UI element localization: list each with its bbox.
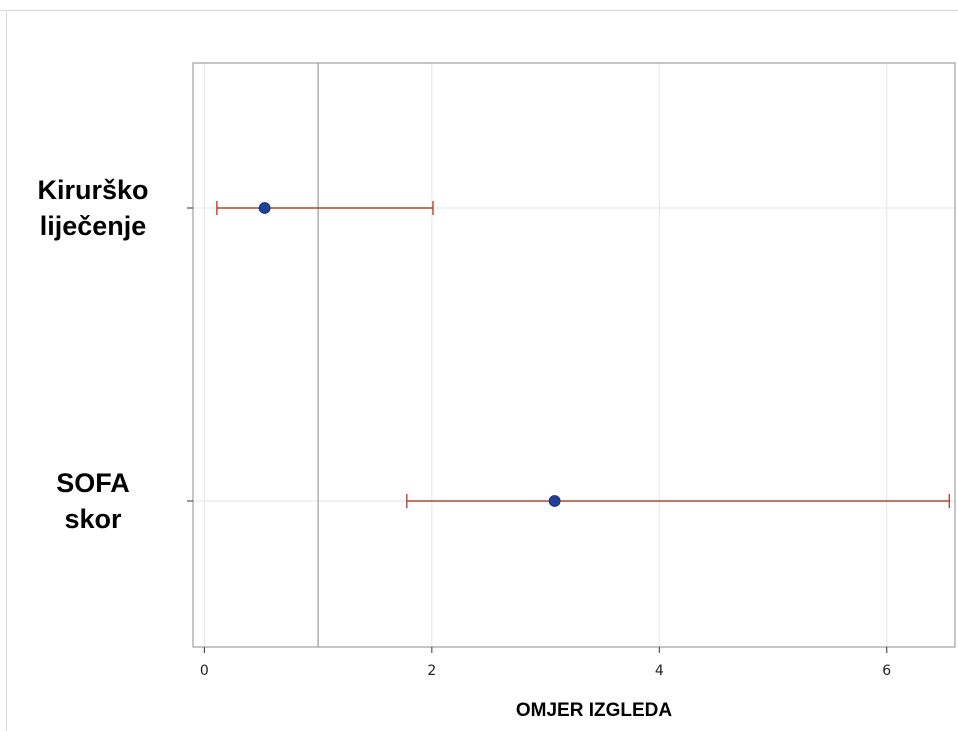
x-axis-title: OMJER IZGLEDA (516, 700, 673, 721)
plot-area-border (192, 62, 956, 648)
x-tick-label-1: 2 (427, 663, 436, 679)
category-label-1-line-0: SOFA (56, 468, 130, 498)
outer-frame-left (6, 10, 7, 731)
outer-frame-top (0, 10, 958, 11)
category-label-1-line-1: skor (64, 504, 122, 534)
x-tick-label-2: 4 (655, 663, 664, 679)
x-tick-label-0: 0 (200, 663, 209, 679)
x-tick-label-3: 6 (882, 663, 891, 679)
estimate-point-1 (548, 495, 561, 507)
category-label-0-line-1: liječenje (40, 211, 147, 241)
estimate-point-0 (258, 202, 271, 214)
grid-layer (193, 63, 955, 647)
estimates-layer (216, 201, 951, 508)
category-label-0-line-0: Kirurško (37, 175, 148, 205)
category-labels: Kirurško liječenje SOFA skor (37, 175, 148, 534)
x-axis-ticks: 0 2 4 6 (187, 207, 891, 679)
